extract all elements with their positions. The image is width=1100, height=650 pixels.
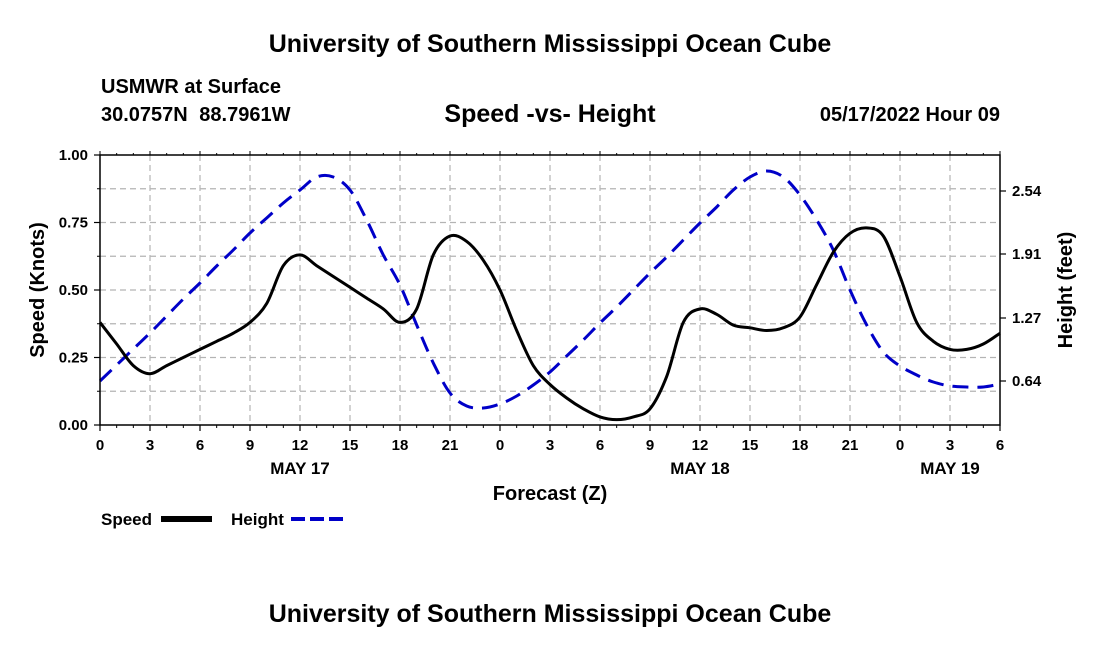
legend-height-label: Height — [231, 510, 284, 529]
station-label: USMWR at Surface — [101, 76, 282, 98]
footer-title: University of Southern Mississippi Ocean… — [268, 600, 832, 628]
y-tick-label: 0.75 — [59, 215, 88, 232]
chart-series — [98, 169, 1001, 422]
x-tick-label: 21 — [442, 437, 459, 454]
speed-height-chart: 0 3 6 9 12 15 18 21 0 3 6 9 12 15 18 21 0 3 6 MAY 17 MAY 18 M… — [27, 147, 1077, 529]
x-tick-label: 15 — [742, 437, 759, 454]
x-tick-label: 3 — [146, 437, 154, 454]
chart-title: Speed -vs- Height — [444, 100, 656, 128]
y-tick-label: 0.50 — [59, 282, 88, 299]
x-tick-label: 0 — [96, 437, 104, 454]
axis-ticks — [94, 151, 1006, 431]
date-label: MAY 19 — [920, 459, 980, 478]
series-line-speed — [98, 226, 1001, 422]
x-tick-label: 6 — [596, 437, 604, 454]
x-tick-label: 0 — [896, 437, 904, 454]
legend: Speed Height — [101, 510, 343, 529]
date-label: MAY 17 — [270, 459, 330, 478]
x-tick-label: 0 — [496, 437, 504, 454]
date-label: MAY 18 — [670, 459, 730, 478]
y-tick-label: 1.00 — [59, 147, 88, 164]
y2-tick-label: 2.54 — [1012, 183, 1042, 200]
y2-axis-title: Height (feet) — [1055, 232, 1077, 349]
x-tick-label: 12 — [692, 437, 709, 454]
x-tick-label: 3 — [946, 437, 954, 454]
x-tick-label: 18 — [792, 437, 809, 454]
x-tick-label: 6 — [996, 437, 1004, 454]
y2-tick-label: 0.64 — [1012, 373, 1042, 390]
page-title: University of Southern Mississippi Ocean… — [268, 30, 832, 58]
forecast-datetime: 05/17/2022 Hour 09 — [819, 104, 1000, 126]
legend-speed-label: Speed — [101, 510, 152, 529]
series-line-height — [98, 169, 1001, 410]
station-coordinates: 30.0757N 88.7961W — [101, 104, 291, 126]
x-tick-label: 9 — [246, 437, 254, 454]
y2-tick-label: 1.27 — [1012, 310, 1041, 327]
x-tick-label: 15 — [342, 437, 359, 454]
axis-labels: 0 3 6 9 12 15 18 21 0 3 6 9 12 15 18 21 0 3 6 MAY 17 MAY 18 M… — [59, 147, 1042, 478]
x-tick-label: 6 — [196, 437, 204, 454]
x-tick-label: 3 — [546, 437, 554, 454]
y-tick-label: 0.00 — [59, 417, 88, 434]
x-tick-label: 12 — [292, 437, 309, 454]
x-tick-label: 18 — [392, 437, 409, 454]
x-axis-title: Forecast (Z) — [493, 483, 607, 505]
y-axis-title: Speed (Knots) — [27, 222, 49, 358]
x-tick-label: 21 — [842, 437, 859, 454]
x-tick-label: 9 — [646, 437, 654, 454]
y2-tick-label: 1.91 — [1012, 246, 1041, 263]
y-tick-label: 0.25 — [59, 350, 88, 367]
